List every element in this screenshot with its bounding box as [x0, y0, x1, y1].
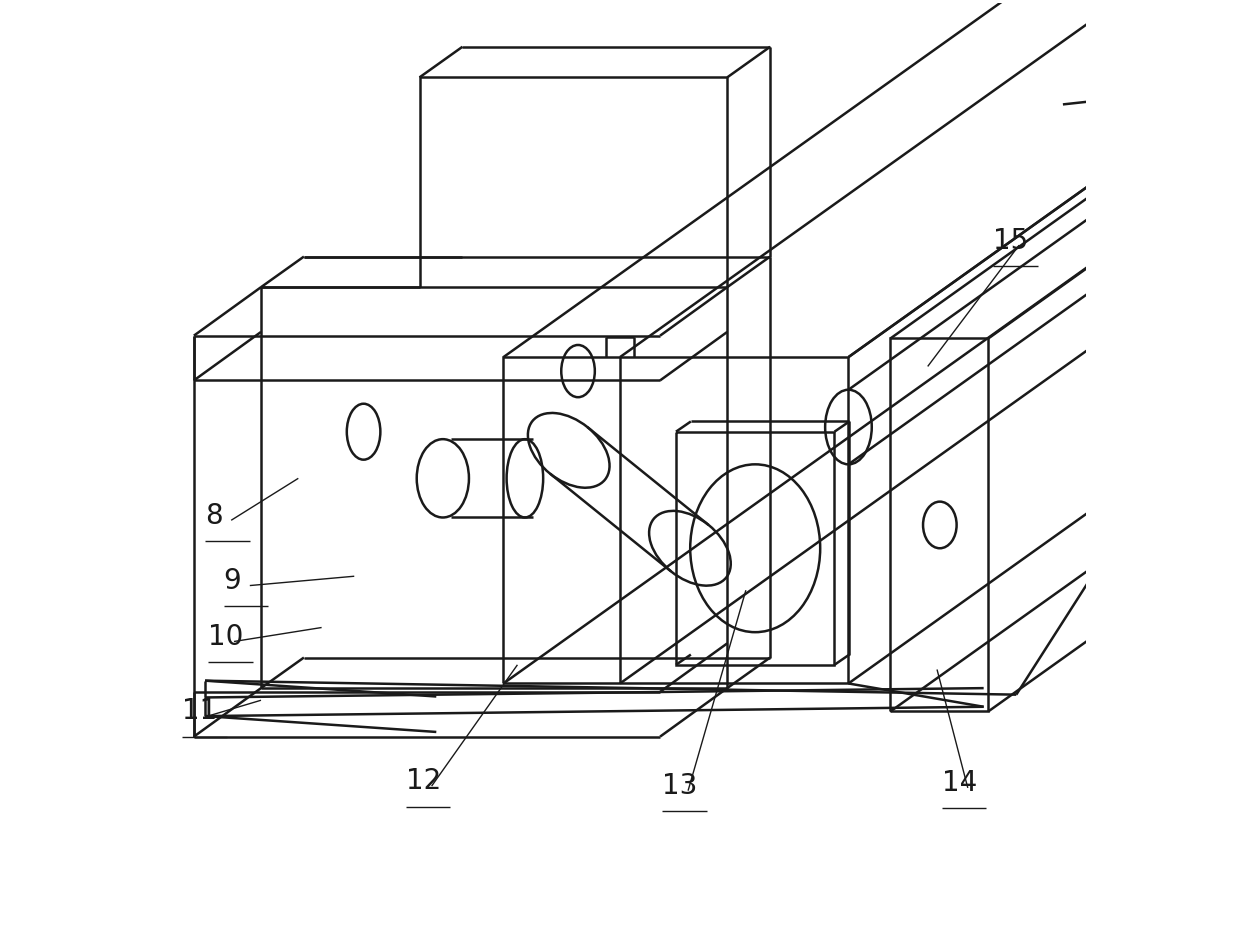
- Text: 14: 14: [941, 769, 977, 797]
- Text: 9: 9: [223, 567, 242, 595]
- Text: 15: 15: [993, 227, 1028, 254]
- Text: 11: 11: [182, 698, 217, 725]
- Text: 8: 8: [205, 502, 223, 530]
- Text: 12: 12: [405, 767, 440, 795]
- Text: 10: 10: [208, 623, 243, 651]
- Text: 13: 13: [662, 772, 697, 800]
